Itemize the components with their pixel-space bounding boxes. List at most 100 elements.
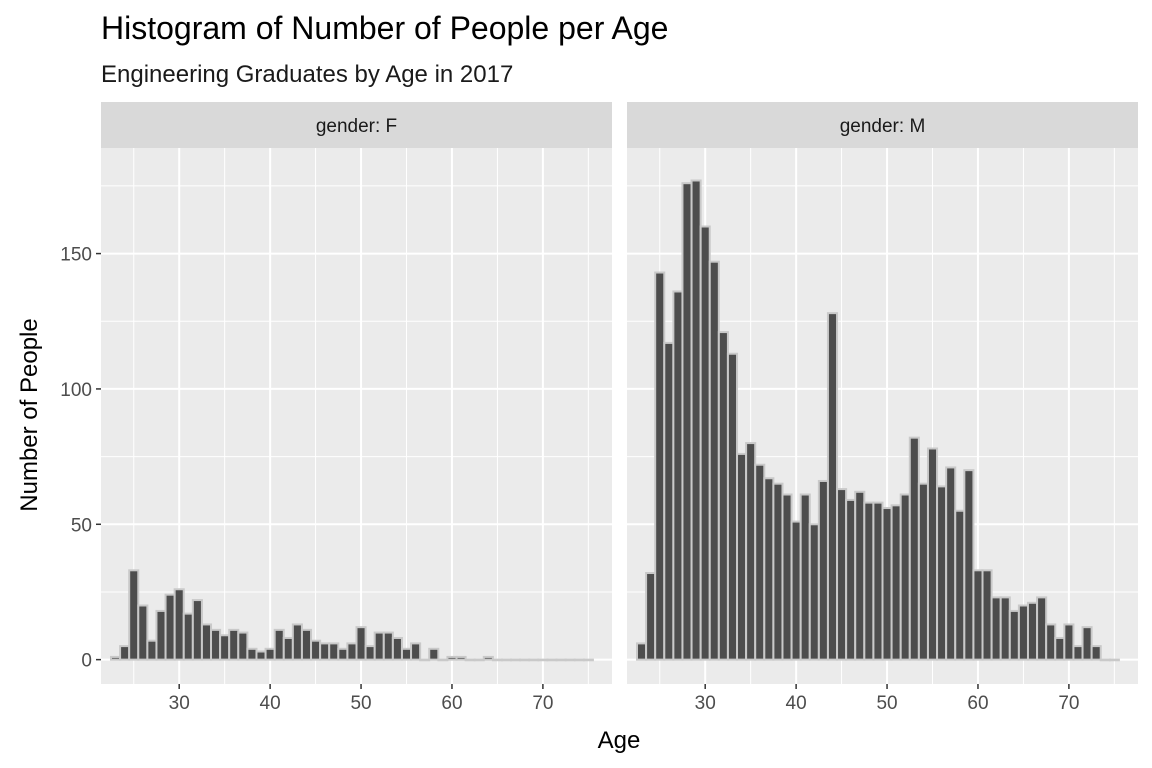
histogram-bar — [428, 647, 440, 661]
y-tick-label: 0 — [81, 651, 92, 672]
histogram-bar — [772, 482, 784, 661]
x-tick-label: 50 — [350, 693, 371, 714]
histogram-bar — [400, 647, 413, 661]
histogram-bar — [537, 658, 549, 662]
histogram-bar — [137, 604, 149, 661]
histogram-bar — [291, 623, 303, 661]
histogram-bar — [346, 642, 358, 661]
x-tick-label: 30 — [695, 693, 716, 714]
x-tick-label: 70 — [1058, 693, 1079, 714]
histogram-bar — [1045, 623, 1057, 661]
histogram-bar — [264, 647, 276, 661]
histogram-bar — [382, 631, 394, 661]
histogram-bar — [1054, 636, 1066, 661]
histogram-bar — [310, 639, 322, 661]
histogram-bar — [337, 647, 349, 661]
histogram-bar — [745, 442, 757, 661]
histogram-bar — [963, 469, 975, 661]
x-tick-label: 50 — [876, 693, 897, 714]
histogram-bar — [754, 463, 766, 661]
x-tick-label: 60 — [967, 693, 988, 714]
facet-strip-label: gender: M — [840, 116, 926, 137]
histogram-bar — [954, 509, 966, 661]
histogram-bar — [708, 260, 720, 661]
x-axis-title: Age — [598, 727, 641, 754]
y-tick-label: 150 — [60, 245, 92, 266]
facet-panel-m: gender: M 30 40 50 60 70 — [627, 102, 1138, 714]
histogram-bar — [482, 655, 494, 661]
histogram-bar — [654, 271, 666, 661]
histogram-bar — [273, 628, 285, 661]
y-tick-label: 100 — [60, 380, 92, 401]
histogram-bar — [246, 647, 258, 661]
chart-subtitle: Engineering Graduates by Age in 2017 — [101, 61, 513, 88]
histogram-bar — [200, 623, 213, 661]
histogram-bar — [1072, 645, 1084, 661]
facet-strip — [101, 102, 612, 148]
histogram-bar — [863, 501, 875, 661]
histogram-bar — [282, 636, 294, 661]
histogram-bars — [110, 569, 594, 662]
histogram-bar — [826, 312, 839, 661]
histogram-bar — [1017, 604, 1029, 661]
histogram-bar — [464, 658, 476, 662]
histogram-bar — [255, 650, 267, 661]
histogram-bar — [981, 569, 993, 661]
x-tick-label: 70 — [532, 693, 553, 714]
histogram-bar — [763, 477, 775, 661]
histogram-bar — [790, 520, 802, 661]
histogram-bar — [473, 658, 485, 662]
histogram-bar — [690, 179, 702, 661]
histogram-bar — [300, 628, 313, 661]
histogram-bar — [128, 569, 140, 661]
chart-title: Histogram of Number of People per Age — [101, 10, 668, 46]
histogram-bar — [410, 642, 422, 661]
histogram-bar — [510, 658, 522, 662]
facet-strip — [627, 102, 1138, 148]
histogram-bar — [555, 658, 567, 662]
histogram-bar — [681, 182, 693, 661]
histogram-bar — [1036, 596, 1048, 661]
histogram-bar — [519, 658, 531, 662]
histogram-bar — [228, 628, 240, 661]
histogram-bar — [799, 493, 811, 661]
histogram-bar — [781, 493, 793, 661]
histogram-bar — [446, 655, 458, 661]
histogram-bar — [999, 596, 1011, 661]
histogram-bar — [881, 507, 893, 661]
histogram-bar — [845, 498, 857, 661]
facet-panels: gender: F 30 40 50 60 70 gender: M 30 40 50 60 70 — [101, 102, 1138, 714]
histogram-bar — [817, 479, 829, 661]
histogram-bar — [328, 642, 340, 661]
histogram-bar — [455, 655, 467, 661]
y-tick-label: 50 — [71, 515, 92, 536]
histogram-bar — [717, 331, 729, 661]
histogram-bar — [899, 493, 911, 661]
histogram-bar — [1090, 645, 1102, 661]
y-axis: 0 50 100 150 — [60, 245, 101, 672]
histogram-bar — [1099, 658, 1111, 662]
x-tick-label: 40 — [786, 693, 807, 714]
histogram-bar — [926, 447, 939, 661]
y-axis-title: Number of People — [16, 318, 43, 511]
histogram-bar — [500, 658, 513, 662]
histogram-bar — [808, 523, 820, 661]
panel-background — [101, 148, 612, 684]
histogram-bar — [917, 482, 929, 661]
histogram-bar — [854, 490, 866, 661]
histogram-bar — [663, 341, 675, 661]
histogram-bar — [836, 488, 848, 661]
histogram-bar — [1063, 623, 1075, 661]
histogram-bar — [872, 501, 884, 661]
histogram-bar — [164, 593, 176, 661]
histogram-bar — [699, 225, 711, 661]
histogram-bar — [945, 466, 957, 661]
histogram-bar — [582, 658, 594, 662]
histogram-bar — [990, 596, 1002, 661]
histogram-bar — [110, 655, 122, 661]
histogram-bar — [210, 628, 222, 661]
histogram-bar — [890, 504, 902, 661]
histogram-bars — [636, 179, 1120, 662]
